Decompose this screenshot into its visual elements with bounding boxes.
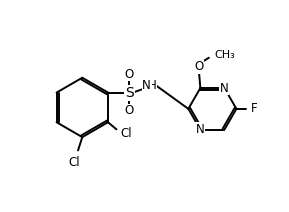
Text: N: N [220,81,229,95]
Text: O: O [194,60,203,73]
Text: O: O [125,105,134,117]
Text: Cl: Cl [68,156,79,169]
Text: S: S [125,86,134,100]
Text: Cl: Cl [121,127,132,140]
Text: O: O [125,68,134,81]
Text: H: H [148,79,157,92]
Text: N: N [196,123,205,136]
Text: N: N [142,79,151,92]
Text: CH₃: CH₃ [214,50,235,60]
Text: F: F [251,102,257,115]
